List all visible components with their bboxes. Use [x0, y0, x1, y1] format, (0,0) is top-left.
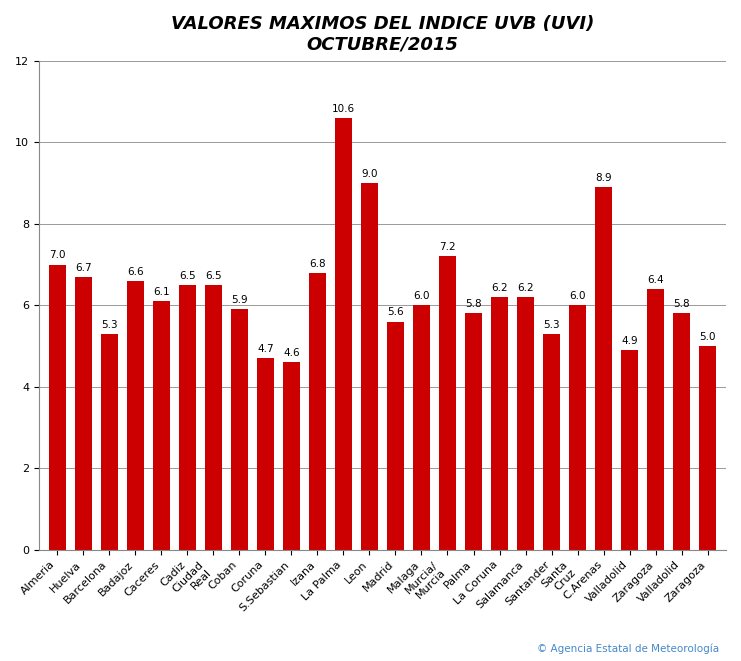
- Text: 6.6: 6.6: [127, 267, 144, 277]
- Text: 5.3: 5.3: [101, 320, 117, 330]
- Text: 7.2: 7.2: [439, 243, 456, 253]
- Text: 9.0: 9.0: [361, 169, 378, 179]
- Bar: [283, 362, 300, 549]
- Bar: [465, 313, 482, 549]
- Text: 5.8: 5.8: [674, 299, 690, 309]
- Bar: [101, 334, 118, 549]
- Text: 7.0: 7.0: [49, 251, 65, 260]
- Text: 6.0: 6.0: [569, 292, 586, 301]
- Bar: [309, 273, 326, 549]
- Bar: [674, 313, 690, 549]
- Text: 4.7: 4.7: [257, 344, 273, 354]
- Bar: [517, 297, 534, 549]
- Bar: [543, 334, 560, 549]
- Text: 4.9: 4.9: [622, 336, 638, 346]
- Bar: [621, 350, 638, 549]
- Text: 4.6: 4.6: [283, 348, 299, 358]
- Text: 5.6: 5.6: [387, 307, 404, 317]
- Text: 6.2: 6.2: [517, 283, 534, 293]
- Bar: [179, 285, 196, 549]
- Text: 6.0: 6.0: [413, 292, 430, 301]
- Bar: [75, 277, 92, 549]
- Text: 5.0: 5.0: [700, 332, 716, 342]
- Text: © Agencia Estatal de Meteorología: © Agencia Estatal de Meteorología: [536, 644, 719, 654]
- Text: 6.5: 6.5: [205, 271, 222, 281]
- Text: 6.8: 6.8: [309, 258, 325, 268]
- Bar: [230, 309, 247, 549]
- Text: 6.4: 6.4: [648, 275, 664, 285]
- Bar: [335, 118, 352, 549]
- Bar: [257, 358, 273, 549]
- Bar: [595, 187, 612, 549]
- Bar: [153, 301, 170, 549]
- Bar: [569, 305, 586, 549]
- Bar: [413, 305, 430, 549]
- Bar: [205, 285, 222, 549]
- Bar: [127, 281, 144, 549]
- Text: 5.3: 5.3: [543, 320, 560, 330]
- Bar: [648, 289, 664, 549]
- Bar: [700, 346, 717, 549]
- Text: 6.7: 6.7: [75, 262, 91, 273]
- Bar: [439, 256, 456, 549]
- Bar: [49, 264, 65, 549]
- Bar: [361, 183, 378, 549]
- Text: 6.1: 6.1: [153, 287, 170, 297]
- Text: 5.9: 5.9: [231, 295, 247, 305]
- Text: 5.8: 5.8: [465, 299, 482, 309]
- Text: 6.5: 6.5: [179, 271, 196, 281]
- Text: 6.2: 6.2: [491, 283, 508, 293]
- Text: 8.9: 8.9: [595, 173, 612, 183]
- Title: VALORES MAXIMOS DEL INDICE UVB (UVI)
OCTUBRE/2015: VALORES MAXIMOS DEL INDICE UVB (UVI) OCT…: [170, 15, 594, 54]
- Text: 10.6: 10.6: [332, 104, 355, 114]
- Bar: [491, 297, 508, 549]
- Bar: [387, 321, 404, 549]
